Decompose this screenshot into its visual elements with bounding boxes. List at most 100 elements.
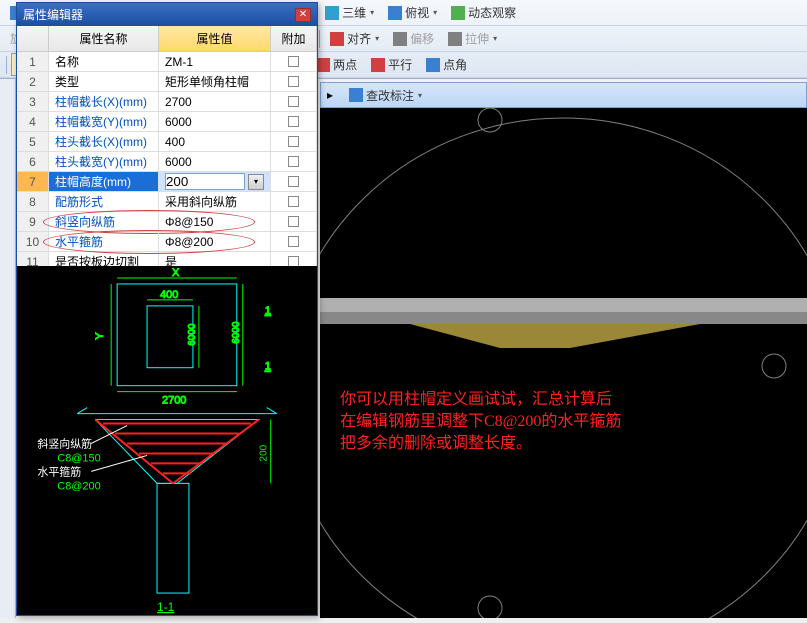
row-addon [271, 172, 317, 191]
toolbar-button[interactable]: 点角 [420, 53, 473, 76]
value-input[interactable] [165, 173, 245, 190]
toolbar-button-label: 拉伸 [465, 30, 489, 47]
addon-checkbox[interactable] [288, 216, 299, 227]
orbit-handle-top[interactable] [478, 108, 502, 132]
row-index: 7 [17, 172, 49, 191]
toolbar-button-label: 对齐 [347, 30, 371, 47]
property-row[interactable]: 10水平箍筋Φ8@200 [17, 232, 317, 252]
row-index: 8 [17, 192, 49, 211]
toolbar-button[interactable]: 两点 [310, 53, 363, 76]
addon-checkbox[interactable] [288, 176, 299, 187]
property-row[interactable]: 7柱帽高度(mm)▾ [17, 172, 317, 192]
property-row[interactable]: 4柱帽截宽(Y)(mm)6000 [17, 112, 317, 132]
row-value[interactable]: 6000 [159, 112, 271, 131]
toolbar-button-label: 三维 [342, 4, 366, 21]
selband-arrow: ▸ [327, 88, 333, 102]
label-hoop: 水平箍筋 [37, 464, 81, 478]
addon-checkbox[interactable] [288, 136, 299, 147]
header-index [17, 26, 49, 51]
row-index: 6 [17, 152, 49, 171]
orbit-circle [320, 118, 807, 618]
dim-400: 400 [160, 289, 178, 301]
row-value[interactable]: 2700 [159, 92, 271, 111]
toolbar-icon [393, 32, 407, 46]
column-cap-wedge [410, 324, 700, 348]
row-name: 水平箍筋 [49, 232, 159, 251]
addon-checkbox[interactable] [288, 116, 299, 127]
toolbar-button[interactable]: 平行 [365, 53, 418, 76]
row-value[interactable]: 矩形单倾角柱帽 [159, 72, 271, 91]
row-index: 5 [17, 132, 49, 151]
addon-checkbox[interactable] [288, 156, 299, 167]
property-row[interactable]: 8配筋形式采用斜向纵筋 [17, 192, 317, 212]
property-row[interactable]: 1名称ZM-1 [17, 52, 317, 72]
property-row[interactable]: 3柱帽截长(X)(mm)2700 [17, 92, 317, 112]
row-value[interactable]: Φ8@150 [159, 212, 271, 231]
toolbar-icon [448, 32, 462, 46]
addon-checkbox[interactable] [288, 96, 299, 107]
dim-6000b: 6000 [187, 323, 198, 346]
main-3d-view[interactable]: 你可以用柱帽定义画试试，汇总计算后 在编辑钢筋里调整下C8@200的水平箍筋 把… [320, 108, 807, 618]
row-value[interactable]: 6000 [159, 152, 271, 171]
row-value[interactable]: Φ8@200 [159, 232, 271, 251]
toolbar-button[interactable]: 动态观察 [445, 1, 522, 24]
row-name: 柱头截长(X)(mm) [49, 132, 159, 151]
row-value[interactable]: 采用斜向纵筋 [159, 192, 271, 211]
close-button[interactable]: ✕ [295, 8, 311, 22]
row-index: 4 [17, 112, 49, 131]
orbit-handle-right[interactable] [762, 354, 786, 378]
addon-checkbox[interactable] [288, 76, 299, 87]
toolbar-button[interactable]: 查改标注▾ [343, 84, 428, 107]
row-value[interactable]: ZM-1 [159, 52, 271, 71]
addon-checkbox[interactable] [288, 56, 299, 67]
property-editor-title: 属性编辑器 [23, 6, 83, 23]
toolbar-icon [371, 58, 385, 72]
row-addon [271, 112, 317, 131]
annotation-line-2: 在编辑钢筋里调整下C8@200的水平箍筋 [340, 412, 621, 430]
left-dock-stub [0, 0, 16, 618]
toolbar-button-label: 动态观察 [468, 4, 516, 21]
toolbar-icon [330, 32, 344, 46]
toolbar-button-label: 偏移 [410, 30, 434, 47]
annotation-line-3: 把多余的删除或调整长度。 [340, 433, 532, 452]
row-name: 配筋形式 [49, 192, 159, 211]
dim-6000a: 6000 [231, 321, 242, 344]
addon-checkbox[interactable] [288, 236, 299, 247]
label-slant-val: C8@150 [57, 452, 100, 464]
row-value[interactable]: ▾ [159, 172, 271, 191]
row-index: 10 [17, 232, 49, 251]
row-addon [271, 72, 317, 91]
row-index: 3 [17, 92, 49, 111]
dropdown-button[interactable]: ▾ [248, 174, 264, 190]
toolbar-button-label: 两点 [333, 56, 357, 73]
dropdown-icon: ▾ [418, 91, 422, 100]
row-name: 类型 [49, 72, 159, 91]
dropdown-icon: ▾ [493, 34, 497, 43]
addon-checkbox[interactable] [288, 196, 299, 207]
slab-side [320, 312, 807, 324]
property-row[interactable]: 2类型矩形单倾角柱帽 [17, 72, 317, 92]
row-name: 柱帽截长(X)(mm) [49, 92, 159, 111]
row-name: 斜竖向纵筋 [49, 212, 159, 231]
header-name: 属性名称 [49, 26, 159, 51]
toolbar-button[interactable]: 对齐▾ [324, 27, 385, 50]
row-name: 柱帽截宽(Y)(mm) [49, 112, 159, 131]
toolbar-button[interactable]: 三维▾ [319, 1, 380, 24]
property-editor-titlebar[interactable]: 属性编辑器 ✕ [17, 3, 317, 26]
property-rows: 1名称ZM-12类型矩形单倾角柱帽3柱帽截长(X)(mm)27004柱帽截宽(Y… [17, 52, 317, 272]
property-row[interactable]: 5柱头截长(X)(mm)400 [17, 132, 317, 152]
property-header: 属性名称 属性值 附加 [17, 26, 317, 52]
header-addon: 附加 [271, 26, 317, 51]
toolbar-separator [319, 30, 320, 48]
toolbar-button: 拉伸 ▾ [442, 27, 503, 50]
toolbar-button-label: 俯视 [405, 4, 429, 21]
property-row[interactable]: 6柱头截宽(Y)(mm)6000 [17, 152, 317, 172]
orbit-handle-bottom[interactable] [478, 596, 502, 618]
row-index: 2 [17, 72, 49, 91]
toolbar-icon [325, 6, 339, 20]
toolbar-button[interactable]: 俯视 ▾ [382, 1, 443, 24]
property-row[interactable]: 9斜竖向纵筋Φ8@150 [17, 212, 317, 232]
row-value[interactable]: 400 [159, 132, 271, 151]
dropdown-icon: ▾ [433, 8, 437, 17]
label-hoop-val: C8@200 [57, 480, 100, 492]
